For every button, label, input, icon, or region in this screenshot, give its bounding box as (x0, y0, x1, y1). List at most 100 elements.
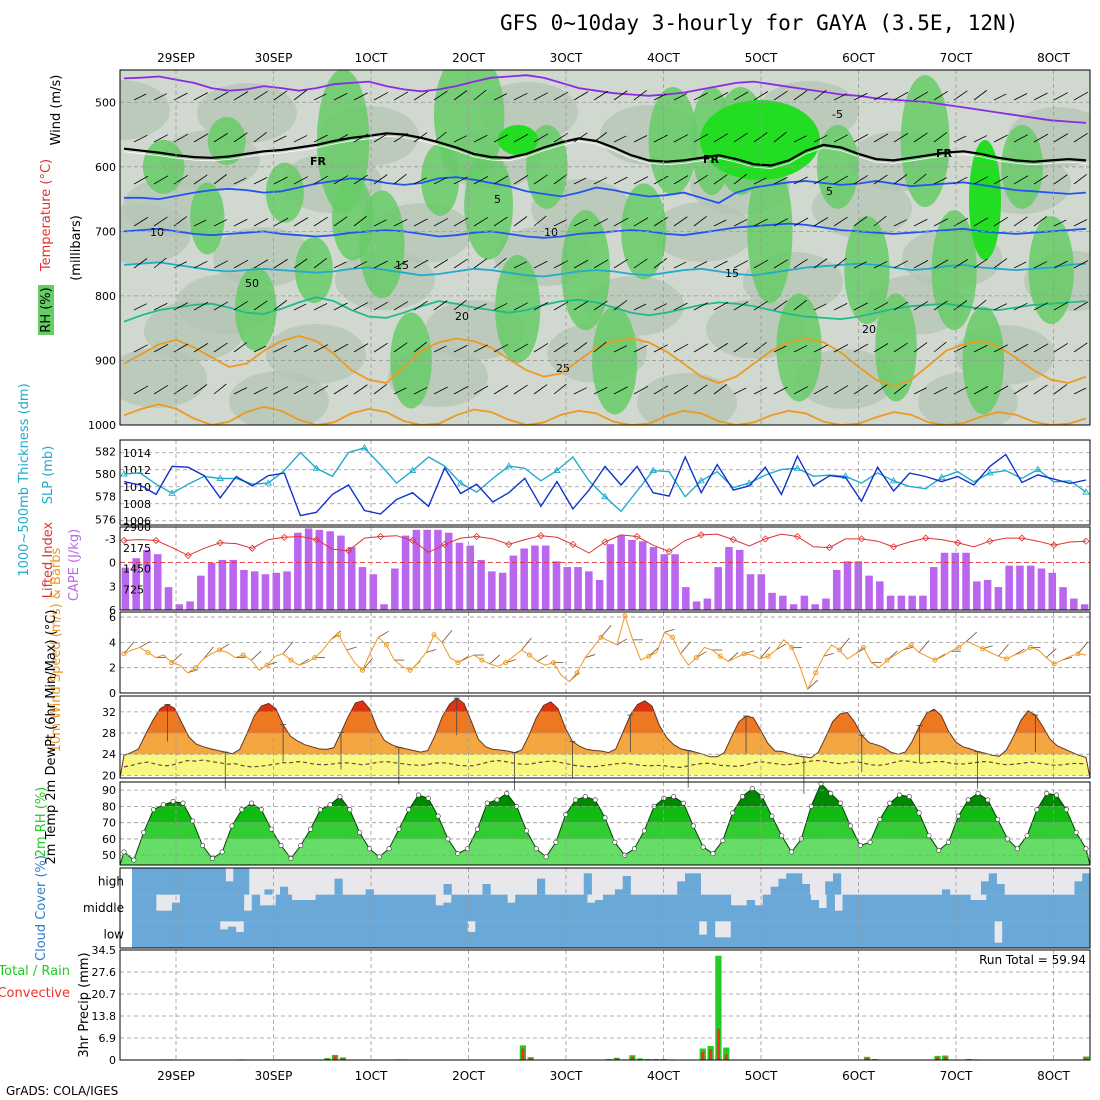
wind-barb (414, 429, 428, 436)
wind-barb (793, 176, 808, 185)
cloud-cell (698, 894, 708, 922)
cloud-cell (850, 921, 859, 948)
cloud-cell (583, 873, 592, 895)
cloud-cell (227, 894, 237, 922)
lifted-index-axis-label: Lifted Index (41, 521, 56, 598)
wind-speed-marker (1003, 656, 1009, 662)
wind-barb (453, 345, 468, 353)
wind-barb (573, 387, 587, 395)
wind-barb (334, 426, 347, 436)
bottom-date-label: 30SEP (255, 1069, 293, 1083)
wind-barb (473, 385, 489, 395)
rh-tick: 80 (102, 800, 116, 813)
cloud-cell (279, 886, 289, 895)
cloud-cell (825, 881, 834, 895)
rh-marker (278, 842, 284, 848)
wind-barb (1053, 301, 1069, 311)
cloud-cell (682, 894, 692, 922)
cape-bar (832, 569, 841, 610)
temperature-bands (120, 698, 1090, 776)
wind-barb (193, 92, 209, 101)
wind-barb (853, 302, 868, 311)
wind-barb (313, 303, 328, 311)
wind-barb (614, 428, 628, 436)
cloud-cell (874, 894, 883, 922)
cloud-cell (251, 921, 261, 948)
cape-bar (153, 554, 162, 610)
wind-barb (1013, 134, 1029, 143)
cloud-cell (980, 881, 990, 895)
precip-total-bar (715, 955, 722, 1060)
rh-marker (543, 854, 549, 860)
wind-barb (453, 258, 468, 269)
wind-barb (873, 215, 887, 227)
wind-barb (213, 132, 228, 143)
wind-barb (833, 134, 848, 143)
wind-barb (753, 218, 768, 227)
rh-mid-area (637, 373, 737, 425)
wind-barb (613, 135, 627, 143)
pressure-tick: 900 (95, 354, 116, 367)
cloud-cell (275, 921, 285, 948)
lifted-index-marker (152, 536, 160, 545)
cloud-cell (730, 921, 740, 948)
cape-bar (983, 579, 992, 610)
wind-barb (393, 132, 408, 143)
wind-barb (233, 342, 248, 353)
wind-barb (393, 260, 409, 269)
wind-barb (753, 341, 767, 353)
wind-barb (593, 341, 607, 353)
cloud-cell (555, 894, 564, 922)
temperature-tick: 24 (102, 748, 116, 761)
temperature-tick: 28 (102, 727, 116, 740)
wind-barb (833, 303, 848, 311)
thickness-line-marker (312, 464, 321, 471)
rh-marker (818, 781, 824, 787)
pressure-tick: 600 (95, 161, 116, 174)
cloud-cell (225, 881, 234, 895)
wind-barb (333, 216, 348, 227)
cape-bar (919, 595, 927, 610)
slp-line (123, 453, 1087, 517)
cloud-cell (946, 894, 955, 922)
cloud-cell (139, 894, 149, 922)
wind-barb (233, 91, 249, 101)
wind-barb (793, 90, 808, 101)
wind-barb (593, 386, 608, 395)
wind-barb (133, 175, 149, 185)
rh-marker (995, 816, 1001, 822)
cloud-cell (483, 894, 492, 922)
wind-barb (273, 135, 287, 143)
wind-barb (353, 384, 368, 395)
cape-bar (412, 529, 421, 610)
cloud-cell (475, 894, 484, 922)
cloud-cell (634, 894, 644, 922)
cape-bar (250, 571, 259, 610)
wind-barb (834, 427, 847, 436)
cloud-cell (938, 894, 947, 922)
cape-bar (962, 552, 970, 610)
wind-barb (933, 90, 949, 101)
rh-marker (1073, 829, 1079, 835)
lifted-index-marker (986, 537, 994, 545)
bottom-date-label: 3OCT (550, 1069, 583, 1083)
rh-moist-area (747, 159, 793, 304)
wind-barb (913, 132, 928, 143)
wind-barb (573, 218, 588, 227)
wind-barb (353, 343, 369, 353)
cloud-row-label: low (104, 928, 125, 942)
wind-barb (833, 175, 849, 185)
rh-tick: 90 (102, 784, 116, 797)
isotherm-line (123, 132, 1087, 167)
wind-barb (1013, 343, 1029, 353)
rh-marker (465, 846, 471, 852)
lifted-index-marker (793, 532, 801, 541)
cloud-cell (186, 868, 195, 895)
wind-barb (873, 343, 889, 353)
cloud-cell (264, 889, 273, 895)
cloud-cell (419, 921, 428, 948)
cloud-cell (419, 894, 428, 922)
cape-bar (164, 587, 173, 610)
wind-barb (693, 174, 708, 185)
